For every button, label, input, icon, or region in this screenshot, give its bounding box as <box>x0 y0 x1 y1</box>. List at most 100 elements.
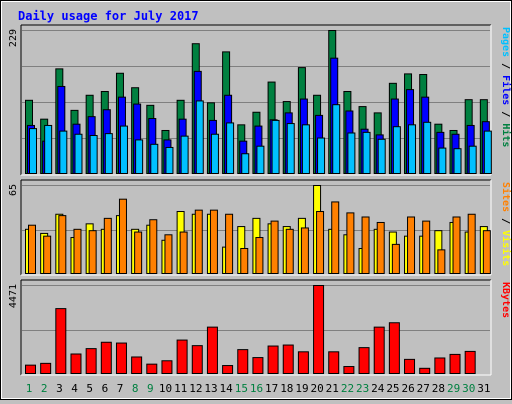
bar-sites <box>194 209 203 274</box>
x-tick-label: 23 <box>356 382 369 395</box>
legend-entry: / <box>500 212 511 230</box>
x-tick-label: 15 <box>235 382 248 395</box>
bar-sites <box>134 231 143 275</box>
bar-sites <box>164 234 173 275</box>
x-tick-label: 11 <box>174 382 187 395</box>
bar-sites <box>58 215 67 274</box>
x-tick-label: 9 <box>147 382 154 395</box>
x-tick-label: 1 <box>26 382 33 395</box>
bar-kbytes <box>100 341 112 374</box>
series-legend-label: Sites / Visits <box>500 182 512 266</box>
bar-kbytes <box>373 326 385 374</box>
bar-kbytes <box>464 350 476 374</box>
x-tick-label: 25 <box>386 382 399 395</box>
x-tick-label: 17 <box>265 382 278 395</box>
x-tick-label: 21 <box>326 382 339 395</box>
bar-sites <box>452 216 461 274</box>
bar-kbytes <box>55 308 67 374</box>
bar-sites <box>270 220 279 275</box>
panel-usage: 229 Pages / Files / Hits <box>8 24 512 176</box>
bar-pages <box>119 125 128 174</box>
x-tick-label: 20 <box>311 382 324 395</box>
series-legend-label: KBytes <box>500 282 511 318</box>
legend-entry: Sites <box>500 182 512 212</box>
bar-kbytes <box>404 358 416 375</box>
y-axis-max-label: 229 <box>8 29 19 47</box>
bar-kbytes <box>343 366 355 374</box>
x-tick-label: 6 <box>102 382 109 395</box>
x-tick-label: 26 <box>401 382 414 395</box>
legend-entry: Visits <box>500 230 512 266</box>
bar-kbytes <box>25 364 36 375</box>
bar-sites <box>331 201 340 274</box>
panel-visits: 65 Sites / Visits <box>8 179 512 276</box>
x-tick-label: 5 <box>86 382 93 395</box>
bar-kbytes <box>176 339 188 374</box>
bar-kbytes <box>161 360 173 375</box>
x-tick-label: 27 <box>417 382 430 395</box>
bar-kbytes <box>252 357 264 374</box>
bar-kbytes <box>449 353 461 374</box>
bar-pages <box>423 121 432 174</box>
bar-kbytes <box>267 345 279 374</box>
bar-kbytes <box>131 356 143 374</box>
bar-sites <box>149 219 158 275</box>
bar-pages <box>104 133 113 174</box>
bar-pages <box>74 133 83 175</box>
bar-sites <box>103 217 112 275</box>
bar-pages <box>286 123 295 174</box>
bar-pages <box>150 143 159 174</box>
y-axis-max-label: 4471 <box>8 284 19 308</box>
x-tick-label: 18 <box>280 382 293 395</box>
bar-pages <box>362 131 371 174</box>
bar-sites <box>346 212 355 274</box>
legend-entry: Files <box>500 75 512 105</box>
y-axis-max-label: 65 <box>8 184 19 196</box>
bar-pages <box>468 145 477 175</box>
bar-kbytes <box>40 362 52 374</box>
bar-sites <box>88 230 97 274</box>
bar-pages <box>135 139 144 174</box>
bar-pages <box>256 145 265 175</box>
bar-sites <box>316 211 325 274</box>
bar-sites <box>73 228 82 274</box>
bar-pages <box>195 100 204 174</box>
bar-pages <box>180 135 189 174</box>
bar-sites <box>225 213 234 274</box>
x-tick-label: 28 <box>432 382 445 395</box>
bar-pages <box>301 124 310 174</box>
bar-pages <box>438 147 447 175</box>
x-tick-label: 30 <box>462 382 475 395</box>
bar-kbytes <box>191 345 203 374</box>
bar-pages <box>44 124 53 174</box>
bar-pages <box>241 153 250 174</box>
series-legend-label: Pages / Files / Hits <box>500 27 512 147</box>
bar-kbytes <box>85 348 97 375</box>
bar-kbytes <box>282 344 294 375</box>
bar-kbytes <box>328 351 340 375</box>
x-tick-label: 14 <box>220 382 234 395</box>
x-tick-label: 13 <box>204 382 217 395</box>
bar-sites <box>179 231 188 275</box>
bar-sites <box>422 220 431 275</box>
bar-kbytes <box>237 349 249 375</box>
x-tick-label: 4 <box>71 382 78 395</box>
legend-entry: Pages <box>500 27 511 57</box>
x-tick-label: 22 <box>341 382 354 395</box>
bar-sites <box>209 209 218 274</box>
x-tick-label: 19 <box>295 382 308 395</box>
bar-pages <box>59 130 68 175</box>
x-tick-label: 24 <box>371 382 385 395</box>
bar-sites <box>300 227 309 274</box>
bar-sites <box>255 237 264 274</box>
bar-pages <box>89 135 98 175</box>
bar-kbytes <box>313 285 325 374</box>
bar-sites <box>43 235 52 275</box>
legend-entry: Hits <box>500 123 512 147</box>
bar-sites <box>376 221 385 275</box>
bar-pages <box>332 104 341 174</box>
x-tick-label: 29 <box>447 382 460 395</box>
